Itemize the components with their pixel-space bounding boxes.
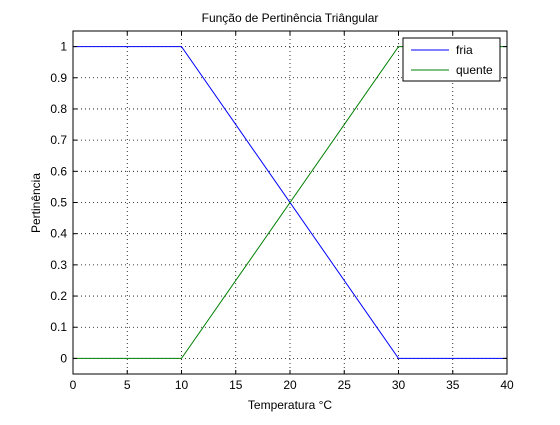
- x-tick-label: 35: [446, 378, 460, 392]
- y-tick-label: 0.8: [50, 102, 67, 116]
- y-axis-label: Pertinência: [29, 173, 43, 233]
- y-tick-label: 1: [60, 40, 67, 54]
- x-tick-label: 10: [175, 378, 189, 392]
- y-tick-label: 0.3: [50, 258, 67, 272]
- axis-ticks: [72, 31, 508, 374]
- chart-title: Função de Pertinência Triângular: [202, 11, 379, 25]
- legend-box: [402, 37, 501, 82]
- y-tick-label: 0.1: [50, 320, 67, 334]
- x-tick-label: 30: [392, 378, 406, 392]
- y-tick-label: 0.6: [50, 164, 67, 178]
- y-tick-label: 0.4: [50, 227, 67, 241]
- legend-label-quente: quente: [456, 63, 493, 77]
- y-tick-label: 0: [60, 351, 67, 365]
- legend-label-fria: fria: [456, 43, 473, 57]
- x-tick-label: 20: [283, 378, 297, 392]
- x-tick-label: 5: [124, 378, 131, 392]
- x-tick-label: 25: [338, 378, 352, 392]
- y-tick-label: 0.2: [50, 289, 67, 303]
- x-tick-label: 40: [500, 378, 514, 392]
- legend: fria quente: [402, 37, 501, 82]
- x-axis-label: Temperatura °C: [248, 398, 332, 412]
- x-tick-label: 0: [70, 378, 77, 392]
- y-tick-label: 0.9: [50, 71, 67, 85]
- y-tick-label: 0.7: [50, 133, 67, 147]
- y-tick-label: 0.5: [50, 196, 67, 210]
- x-tick-label: 15: [229, 378, 243, 392]
- tick-labels: 0 5 10 15 20 25 30 35 40 0 0.1 0.2 0.3 0.4 0.5 0.6 0.7 0.…: [50, 40, 514, 392]
